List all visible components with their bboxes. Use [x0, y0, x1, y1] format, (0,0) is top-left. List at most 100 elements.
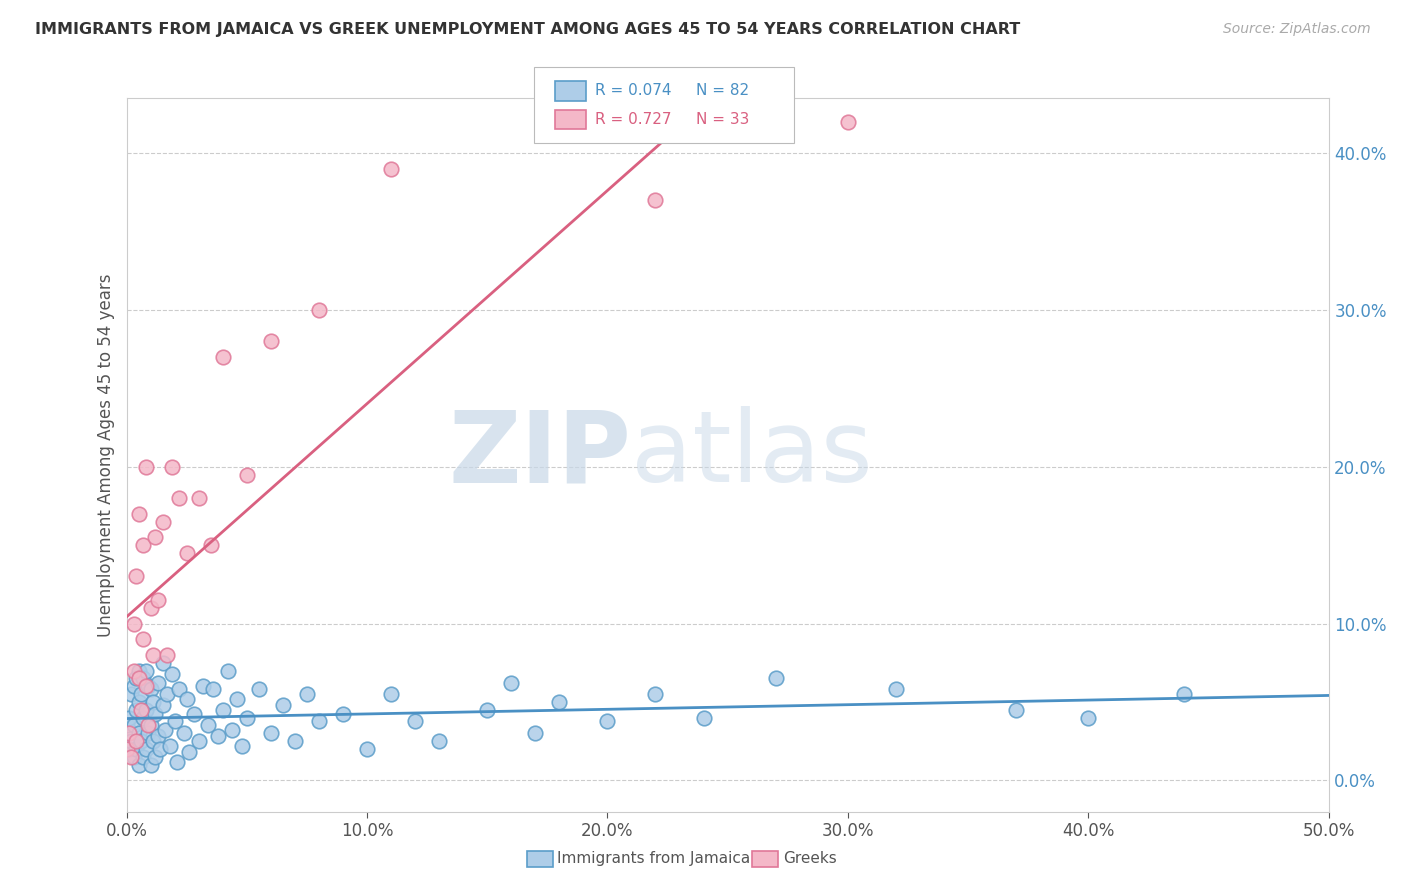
Point	[1077, 711, 1099, 725]
Point	[173, 726, 195, 740]
Point	[217, 664, 239, 678]
Point	[128, 664, 150, 678]
Point	[120, 749, 142, 764]
Point	[152, 698, 174, 712]
Point	[118, 711, 141, 725]
Point	[156, 687, 179, 701]
Point	[295, 687, 318, 701]
Point	[183, 707, 205, 722]
Point	[128, 695, 150, 709]
Point	[132, 711, 155, 725]
Point	[200, 538, 222, 552]
Point	[122, 718, 145, 732]
Point	[128, 757, 150, 772]
Text: R = 0.074: R = 0.074	[595, 84, 671, 98]
Point	[284, 734, 307, 748]
Text: atlas: atlas	[631, 407, 873, 503]
Point	[129, 703, 152, 717]
Point	[332, 707, 354, 722]
Point	[132, 632, 155, 647]
Point	[356, 742, 378, 756]
Point	[125, 569, 148, 583]
Point	[152, 656, 174, 670]
Point	[146, 593, 169, 607]
Point	[187, 491, 209, 505]
Text: Greeks: Greeks	[783, 851, 837, 865]
Point	[308, 714, 330, 728]
Text: N = 33: N = 33	[696, 112, 749, 127]
Point	[247, 682, 270, 697]
Point	[149, 742, 172, 756]
Point	[125, 734, 148, 748]
Point	[380, 687, 402, 701]
Point	[160, 666, 183, 681]
Point	[207, 730, 229, 744]
Point	[169, 491, 191, 505]
Point	[427, 734, 450, 748]
Point	[211, 703, 233, 717]
Point	[125, 672, 148, 686]
Point	[132, 538, 155, 552]
Point	[197, 718, 219, 732]
Point	[166, 755, 188, 769]
Point	[596, 714, 619, 728]
Point	[139, 718, 162, 732]
Point	[142, 734, 165, 748]
Point	[136, 718, 159, 732]
Point	[142, 695, 165, 709]
Point	[135, 679, 157, 693]
Point	[125, 703, 148, 717]
Point	[136, 726, 159, 740]
Point	[122, 679, 145, 693]
Point	[122, 664, 145, 678]
Point	[115, 742, 138, 756]
Point	[128, 672, 150, 686]
Text: ZIP: ZIP	[449, 407, 631, 503]
Point	[145, 707, 167, 722]
Point	[135, 459, 157, 474]
Point	[308, 302, 330, 317]
Point	[169, 682, 191, 697]
Point	[118, 726, 141, 740]
Point	[156, 648, 179, 662]
Text: N = 82: N = 82	[696, 84, 749, 98]
Point	[193, 679, 215, 693]
Point	[145, 530, 167, 544]
Point	[125, 742, 148, 756]
Point	[644, 193, 666, 207]
Point	[128, 507, 150, 521]
Point	[524, 726, 547, 740]
Point	[159, 739, 181, 753]
Point	[128, 726, 150, 740]
Point	[118, 742, 141, 756]
Point	[122, 616, 145, 631]
Point	[221, 723, 243, 738]
Point	[1005, 703, 1028, 717]
Point	[501, 676, 523, 690]
Point	[129, 734, 152, 748]
Point	[692, 711, 714, 725]
Point	[132, 749, 155, 764]
Point	[235, 711, 259, 725]
Point	[132, 672, 155, 686]
Point	[176, 546, 198, 560]
Point	[129, 687, 152, 701]
Point	[152, 515, 174, 529]
Point	[146, 676, 169, 690]
Point	[837, 114, 859, 128]
Point	[145, 749, 167, 764]
Point	[139, 682, 162, 697]
Point	[404, 714, 426, 728]
Point	[122, 749, 145, 764]
Text: IMMIGRANTS FROM JAMAICA VS GREEK UNEMPLOYMENT AMONG AGES 45 TO 54 YEARS CORRELAT: IMMIGRANTS FROM JAMAICA VS GREEK UNEMPLO…	[35, 22, 1021, 37]
Point	[260, 334, 283, 349]
Text: Immigrants from Jamaica: Immigrants from Jamaica	[557, 851, 749, 865]
Point	[548, 695, 571, 709]
Point	[142, 648, 165, 662]
Point	[136, 679, 159, 693]
Point	[226, 691, 249, 706]
Point	[177, 745, 200, 759]
Point	[260, 726, 283, 740]
Point	[765, 672, 787, 686]
Point	[644, 687, 666, 701]
